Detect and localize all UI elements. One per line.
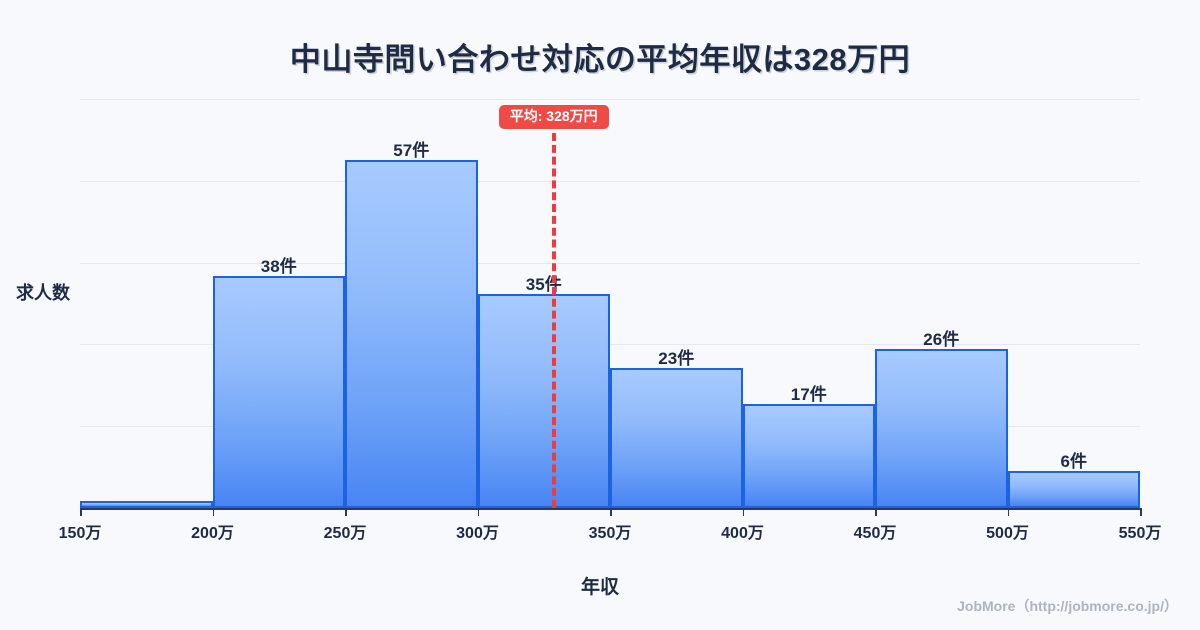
x-axis-tick-label: 200万 [191,525,234,542]
x-axis-tick [875,508,877,516]
x-axis-tick-label: 400万 [721,525,764,542]
x-axis-tick [742,508,744,516]
bar [1007,471,1140,508]
bar [212,276,345,508]
x-axis-tick-label: 150万 [58,525,102,542]
y-axis-title: 求人数 [16,283,70,303]
x-axis-tick [80,508,82,516]
average-dashed-line [551,133,556,508]
bar-value-label: 35件 [525,275,562,295]
bar [345,160,478,508]
bar [80,501,213,508]
bar-value-label: 17件 [790,385,827,405]
bar [477,294,610,508]
chart-title: 中山寺問い合わせ対応の平均年収は328万円 [289,42,911,77]
bar-value-label: 38件 [260,257,297,277]
gridline [80,99,1140,100]
bar [742,404,875,508]
x-axis-tick [212,508,214,516]
gridline [80,344,1140,345]
bar [875,349,1008,508]
average-badge: 平均: 328万円 [498,105,609,130]
x-axis-tick-label: 250万 [323,525,367,542]
bar-value-label: 26件 [923,330,960,350]
gridline [80,263,1140,264]
x-axis-tick-label: 500万 [986,525,1029,542]
x-axis-tick [1007,508,1009,516]
x-axis-tick-label: 350万 [588,525,632,542]
x-axis-tick [477,508,479,516]
bar-value-label: 57件 [393,141,430,161]
bar-value-label: 23件 [658,348,695,368]
x-axis-tick [1140,508,1142,516]
bar-value-label: 6件 [1060,452,1087,472]
x-axis-tick-label: 450万 [853,525,897,542]
x-axis-tick [610,508,612,516]
x-axis-title: 年収 [580,577,619,598]
x-axis-tick-label: 300万 [456,525,499,542]
gridline [80,181,1140,182]
footer-credit: JobMore（http://jobmore.co.jp/） [957,598,1178,614]
x-axis-tick-label: 550万 [1118,525,1162,542]
x-axis-tick [345,508,347,516]
bar [610,367,743,508]
